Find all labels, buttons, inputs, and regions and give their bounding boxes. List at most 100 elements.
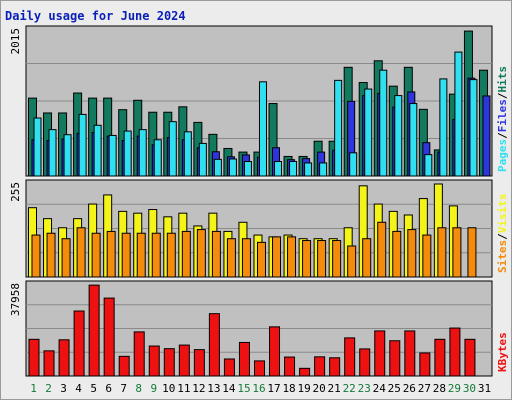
kbytes-bar (238, 341, 250, 377)
sites-bar (151, 232, 161, 278)
x-tick-label: 4 (75, 382, 82, 395)
x-tick-label: 29 (448, 382, 461, 395)
sites-bar (302, 240, 312, 278)
sites-bar (272, 236, 282, 278)
sites-bar (256, 241, 266, 278)
x-tick-label: 27 (418, 382, 431, 395)
legend-hits: Hits (496, 66, 509, 93)
kbytes-bar (28, 338, 40, 377)
pages-bar (334, 79, 343, 177)
sites-bar (31, 234, 41, 278)
x-tick-label: 5 (90, 382, 97, 395)
x-tick-label: 19 (297, 382, 310, 395)
pages-bar (48, 129, 57, 177)
pages-bar (78, 113, 87, 177)
pages-bar (439, 78, 448, 177)
legend-separator: / (496, 92, 509, 99)
sites-bar (211, 230, 221, 278)
pages-bar (379, 69, 388, 177)
legend-label-group: Sites/Visits (496, 194, 509, 274)
pages-bar (364, 88, 373, 177)
kbytes-bar (73, 310, 85, 377)
x-tick-label: 31 (478, 382, 491, 395)
sites-bar (467, 227, 477, 278)
pages-bar (274, 161, 283, 177)
legend-files: Files (496, 99, 509, 132)
kbytes-bar (223, 358, 235, 377)
pages-bar (168, 121, 177, 177)
pages-bar (394, 95, 403, 177)
pages-bar (33, 117, 42, 177)
sites-bar (422, 234, 432, 278)
x-tick-label: 12 (192, 382, 205, 395)
pages-bar (304, 162, 313, 177)
sites-bar (241, 238, 251, 278)
x-tick-label: 13 (207, 382, 220, 395)
sites-bar (91, 232, 101, 278)
x-tick-label: 10 (162, 382, 175, 395)
sites-bar (136, 232, 146, 278)
pages-bar (454, 51, 463, 177)
pages-bar (213, 158, 222, 177)
sites-bar (46, 232, 56, 278)
x-tick-label: 16 (252, 382, 265, 395)
kbytes-bar (434, 338, 446, 377)
sites-bar (181, 230, 191, 278)
pages-bar (123, 130, 132, 177)
legend-kbytes: KBytes (496, 332, 509, 372)
kbytes-bar (253, 360, 265, 377)
sites-bar (452, 227, 462, 278)
kbytes-bar (118, 355, 130, 377)
x-tick-label: 24 (373, 382, 387, 395)
legend-sites: Sites (496, 240, 509, 273)
x-tick-label: 8 (135, 382, 142, 395)
files-bar (482, 95, 491, 177)
sites-bar (377, 221, 387, 278)
pages-bar (289, 161, 298, 177)
kbytes-bar (133, 331, 145, 377)
sites-bar (166, 232, 176, 278)
x-tick-label: 2 (45, 382, 52, 395)
sites-bar (392, 230, 402, 278)
legend-separator: / (496, 233, 509, 240)
sites-bar (196, 229, 206, 278)
kbytes-bar (269, 326, 281, 377)
legend-label-group: KBytes (496, 332, 509, 372)
kbytes-bar (374, 330, 386, 377)
sites-bar (121, 232, 131, 278)
pages-bar (198, 142, 207, 177)
legend-label-group: Pages/Files/Hits (496, 66, 509, 172)
pages-bar (469, 79, 478, 177)
pages-bar (349, 152, 358, 177)
pages-bar (63, 134, 72, 177)
x-tick-label: 17 (267, 382, 280, 395)
x-tick-label: 25 (388, 382, 401, 395)
pages-bar (258, 81, 267, 177)
kbytes-bar (299, 367, 311, 377)
kbytes-bar (148, 345, 160, 377)
pages-bar (319, 162, 328, 177)
sites-bar (61, 238, 71, 278)
kbytes-bar (88, 284, 100, 377)
kbytes-bar (329, 357, 341, 377)
sites-bar (287, 236, 297, 278)
sites-bar (347, 245, 357, 278)
x-tick-label: 7 (120, 382, 127, 395)
x-tick-label: 21 (328, 382, 341, 395)
pages-bar (424, 154, 433, 177)
pages-bar (153, 139, 162, 177)
sites-bar (317, 240, 327, 278)
x-tick-label: 22 (343, 382, 356, 395)
kbytes-bar (193, 349, 205, 377)
kbytes-bar (449, 327, 461, 377)
x-tick-label: 26 (403, 382, 416, 395)
kbytes-bar (178, 344, 190, 377)
kbytes-bar (344, 337, 356, 377)
legend-pages: Pages (496, 139, 509, 172)
kbytes-bar (103, 297, 115, 377)
legend-visits: Visits (496, 194, 509, 234)
y-axis-max-label: 37958 (9, 283, 22, 316)
kbytes-bar (359, 348, 371, 377)
kbytes-bar (208, 313, 220, 377)
sites-bar (76, 227, 86, 278)
